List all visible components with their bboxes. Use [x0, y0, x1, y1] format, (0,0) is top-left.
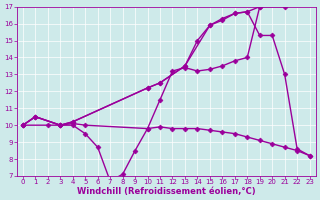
X-axis label: Windchill (Refroidissement éolien,°C): Windchill (Refroidissement éolien,°C) — [77, 187, 256, 196]
